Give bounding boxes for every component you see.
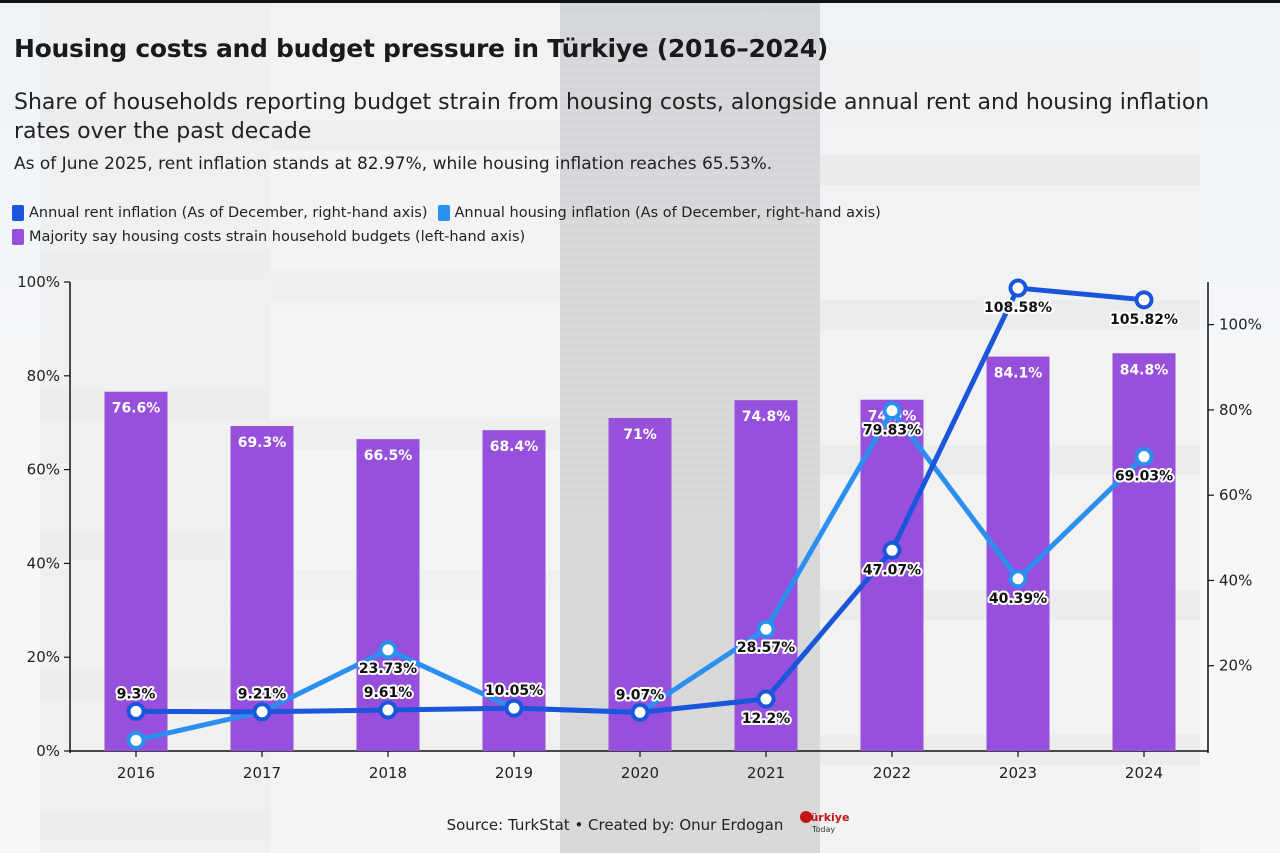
right-axis-tick-label: 100%	[1219, 316, 1262, 334]
bar	[1112, 353, 1176, 751]
rent-value-label: 9.3%	[117, 686, 156, 702]
bar-value-label: 71%	[623, 427, 657, 443]
housing-point	[882, 401, 902, 421]
housing-value-label-halo: 69.03%	[1115, 469, 1173, 485]
rent-value-label: 47.07%	[863, 562, 921, 578]
chart-subtitle: Share of households reporting budget str…	[14, 90, 1210, 144]
x-axis-tick-label: 2022	[873, 764, 911, 782]
rent-point	[504, 698, 524, 718]
rent-point	[1134, 290, 1154, 310]
rent-value-label-halo: 47.07%	[863, 562, 921, 578]
rent-value-label: 9.07%	[616, 687, 665, 703]
housing-value-label-halo: 40.39%	[989, 591, 1047, 607]
bar	[356, 439, 420, 751]
legend-item-strain: Majority say housing costs strain househ…	[12, 229, 525, 245]
rent-value-label-halo: 9.61%	[364, 685, 413, 701]
x-axis-tick-label: 2021	[747, 764, 785, 782]
logo-line2: Today	[811, 825, 835, 834]
bar-value-label: 68.4%	[490, 439, 539, 455]
left-axis-tick-label: 0%	[36, 742, 60, 760]
rent-value-label: 9.61%	[364, 685, 413, 701]
legend-item-rent: Annual rent inflation (As of December, r…	[12, 205, 428, 221]
rent-value-label: 9.21%	[238, 687, 287, 703]
rent-value-label: 108.58%	[984, 300, 1052, 316]
x-axis-tick-label: 2019	[495, 764, 533, 782]
rent-point	[126, 701, 146, 721]
bar-value-label: 66.5%	[364, 448, 413, 464]
right-axis-tick-label: 20%	[1219, 657, 1252, 675]
rent-point	[378, 700, 398, 720]
rent-point	[252, 702, 272, 722]
bar	[104, 391, 168, 751]
housing-point	[1008, 569, 1028, 589]
rent-point	[630, 702, 650, 722]
rent-value-label-halo: 9.07%	[616, 687, 665, 703]
turkiye-today-logo: Türkiye Today	[800, 811, 849, 834]
housing-value-label-halo: 79.83%	[863, 423, 921, 439]
rent-value-label: 105.82%	[1110, 312, 1178, 328]
legend-swatch-rent	[12, 205, 24, 221]
rent-value-label: 10.05%	[485, 683, 543, 699]
left-axis-tick-label: 80%	[27, 367, 60, 385]
rent-point	[882, 540, 902, 560]
bar-value-label: 69.3%	[238, 435, 287, 451]
bar-value-label: 76.6%	[112, 401, 161, 417]
chart-note: As of June 2025, rent inflation stands a…	[14, 154, 773, 174]
legend-swatch-housing	[437, 205, 450, 221]
rent-point	[756, 689, 776, 709]
rent-value-label-halo: 10.05%	[485, 683, 543, 699]
left-axis-tick-label: 60%	[27, 461, 60, 479]
right-axis-tick-label: 40%	[1219, 571, 1252, 589]
housing-point	[756, 619, 776, 639]
top-border	[0, 0, 1280, 3]
right-axis-tick-label: 80%	[1219, 401, 1252, 419]
left-axis-tick-label: 100%	[17, 273, 60, 291]
rent-value-label-halo: 9.21%	[238, 687, 287, 703]
x-axis-tick-label: 2017	[243, 764, 281, 782]
left-axis-tick-label: 40%	[27, 554, 60, 572]
source-credit: Source: TurkStat • Created by: Onur Erdo…	[446, 816, 784, 834]
legend-label-housing: Annual housing inflation (As of December…	[454, 205, 881, 221]
housing-point	[1134, 447, 1154, 467]
bar	[986, 356, 1050, 751]
housing-point	[126, 730, 146, 750]
housing-value-label: 40.39%	[989, 591, 1047, 607]
legend-label-rent: Annual rent inflation (As of December, r…	[29, 205, 428, 221]
x-axis-tick-label: 2016	[117, 764, 155, 782]
x-axis-tick-label: 2018	[369, 764, 407, 782]
legend: Annual rent inflation (As of December, r…	[12, 201, 881, 249]
x-axis-tick-label: 2023	[999, 764, 1037, 782]
x-axis-tick-label: 2024	[1125, 764, 1163, 782]
logo-line1: Türkiye	[804, 811, 849, 824]
x-axis-tick-label: 2020	[621, 764, 659, 782]
rent-point	[1008, 278, 1028, 298]
right-axis-tick-label: 60%	[1219, 486, 1252, 504]
housing-point	[378, 640, 398, 660]
bar-value-label: 84.1%	[994, 366, 1043, 382]
legend-swatch-strain	[12, 229, 24, 245]
rent-value-label-halo: 9.3%	[117, 686, 156, 702]
bar	[230, 425, 294, 751]
rent-value-label-halo: 12.2%	[742, 711, 791, 727]
chart-title: Housing costs and budget pressure in Tür…	[14, 34, 828, 63]
rent-value-label-halo: 105.82%	[1110, 312, 1178, 328]
housing-value-label: 23.73%	[359, 661, 417, 677]
rent-value-label: 12.2%	[742, 711, 791, 727]
housing-value-label: 28.57%	[737, 640, 795, 656]
legend-label-strain: Majority say housing costs strain househ…	[29, 229, 526, 245]
housing-value-label: 69.03%	[1115, 469, 1173, 485]
housing-value-label: 79.83%	[863, 423, 921, 439]
bar-value-label: 74.8%	[742, 409, 791, 425]
housing-value-label-halo: 23.73%	[359, 661, 417, 677]
housing-value-label-halo: 28.57%	[737, 640, 795, 656]
left-axis-tick-label: 20%	[27, 648, 60, 666]
legend-item-housing: Annual housing inflation (As of December…	[437, 205, 881, 221]
bar-value-label: 84.8%	[1120, 362, 1169, 378]
rent-value-label-halo: 108.58%	[984, 300, 1052, 316]
